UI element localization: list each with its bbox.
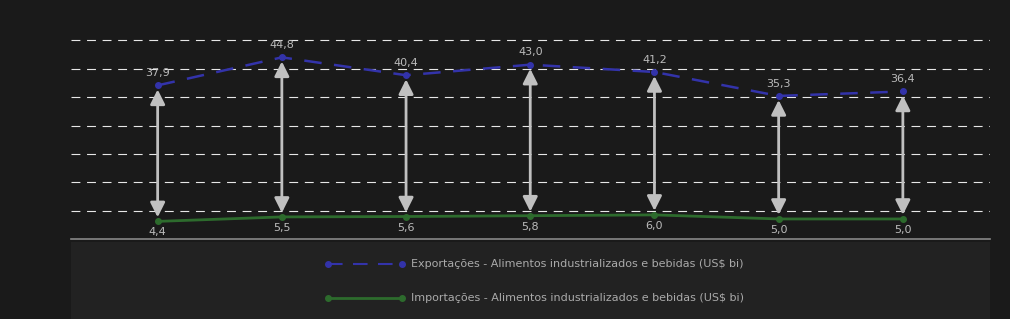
Text: 41,2: 41,2	[642, 55, 667, 65]
Exportações - Alimentos industrializados e bebidas (US$ bi)	[400, 73, 412, 77]
Text: 5,5: 5,5	[273, 223, 291, 233]
Text: 5,0: 5,0	[894, 225, 912, 235]
Text: 5,6: 5,6	[397, 223, 415, 233]
Exportações - Alimentos industrializados e bebidas (US$ bi)	[276, 56, 288, 59]
Exportações - Alimentos industrializados e bebidas (US$ bi)	[152, 84, 164, 87]
Text: 35,3: 35,3	[767, 78, 791, 89]
Importações - Alimentos industrializados e bebidas (US$ bi)	[276, 215, 288, 219]
Line: Importações - Alimentos industrializados e bebidas (US$ bi): Importações - Alimentos industrializados…	[155, 212, 906, 224]
Text: Exportações - Alimentos industrializados e bebidas (US$ bi): Exportações - Alimentos industrializados…	[411, 259, 743, 269]
Importações - Alimentos industrializados e bebidas (US$ bi)	[648, 213, 661, 217]
Exportações - Alimentos industrializados e bebidas (US$ bi)	[897, 90, 909, 93]
Importações - Alimentos industrializados e bebidas (US$ bi)	[897, 217, 909, 221]
Importações - Alimentos industrializados e bebidas (US$ bi)	[152, 219, 164, 223]
Text: 40,4: 40,4	[394, 58, 418, 68]
Text: 6,0: 6,0	[645, 221, 664, 231]
Text: 4,4: 4,4	[148, 227, 167, 237]
Importações - Alimentos industrializados e bebidas (US$ bi)	[400, 215, 412, 219]
Text: 36,4: 36,4	[891, 74, 915, 84]
Exportações - Alimentos industrializados e bebidas (US$ bi)	[524, 63, 536, 67]
Exportações - Alimentos industrializados e bebidas (US$ bi)	[773, 94, 785, 98]
Text: 5,0: 5,0	[770, 225, 788, 235]
Importações - Alimentos industrializados e bebidas (US$ bi)	[524, 214, 536, 218]
Text: Importações - Alimentos industrializados e bebidas (US$ bi): Importações - Alimentos industrializados…	[411, 293, 743, 302]
Line: Exportações - Alimentos industrializados e bebidas (US$ bi): Exportações - Alimentos industrializados…	[155, 55, 906, 99]
Exportações - Alimentos industrializados e bebidas (US$ bi)	[648, 70, 661, 74]
Text: 43,0: 43,0	[518, 47, 542, 57]
Text: 37,9: 37,9	[145, 68, 170, 78]
Text: 5,8: 5,8	[521, 222, 539, 232]
Text: 44,8: 44,8	[270, 40, 294, 50]
Importações - Alimentos industrializados e bebidas (US$ bi)	[773, 217, 785, 221]
